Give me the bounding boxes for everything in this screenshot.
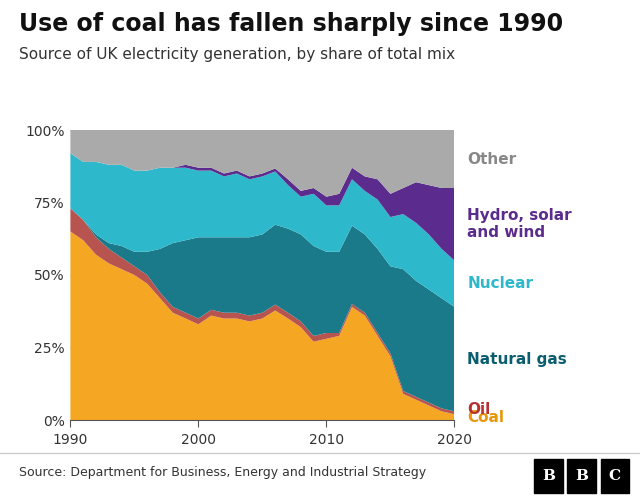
- Text: Coal: Coal: [467, 410, 504, 424]
- Text: Source of UK electricity generation, by share of total mix: Source of UK electricity generation, by …: [19, 48, 455, 62]
- Text: Other: Other: [467, 152, 516, 166]
- Text: Oil: Oil: [467, 402, 490, 417]
- Bar: [534, 460, 563, 493]
- Text: Source: Department for Business, Energy and Industrial Strategy: Source: Department for Business, Energy …: [19, 466, 426, 479]
- Text: Hydro, solar
and wind: Hydro, solar and wind: [467, 208, 572, 240]
- Text: Nuclear: Nuclear: [467, 276, 533, 291]
- Text: Use of coal has fallen sharply since 1990: Use of coal has fallen sharply since 199…: [19, 12, 563, 36]
- Text: Natural gas: Natural gas: [467, 352, 567, 366]
- Text: B: B: [575, 469, 588, 483]
- Bar: [600, 460, 628, 493]
- Text: C: C: [609, 469, 621, 483]
- Bar: [568, 460, 596, 493]
- Text: B: B: [542, 469, 555, 483]
